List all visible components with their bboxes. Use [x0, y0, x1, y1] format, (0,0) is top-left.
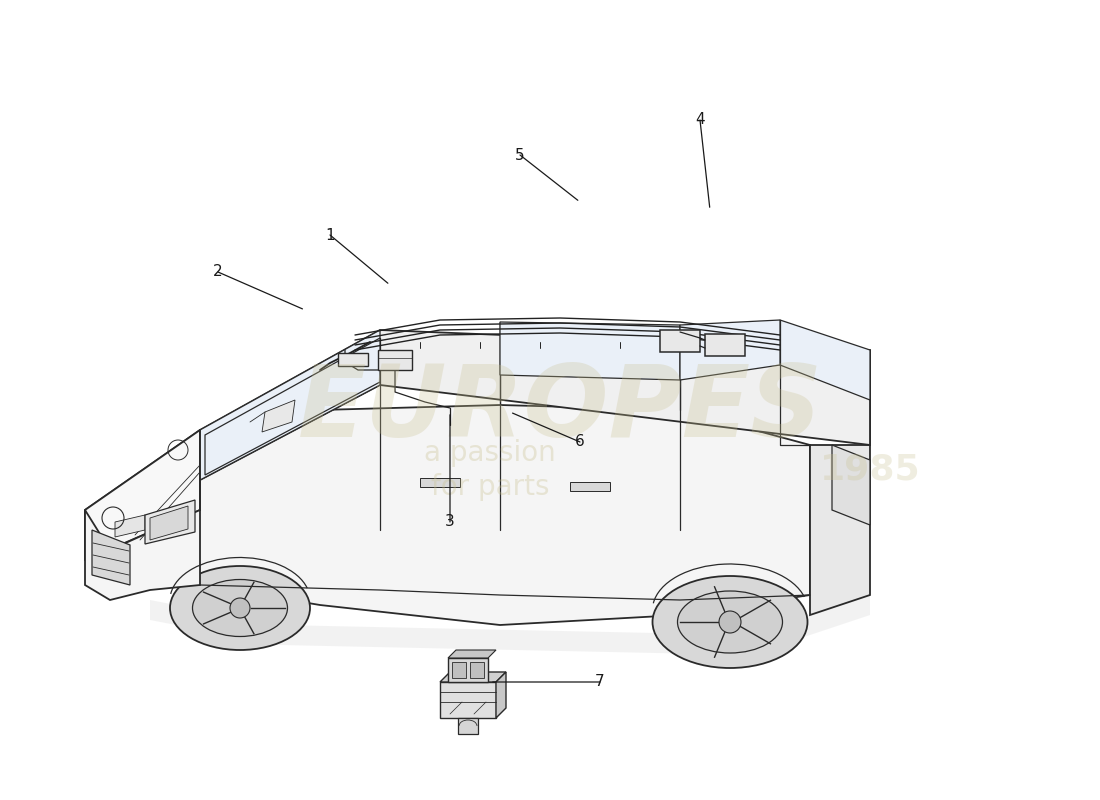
- Polygon shape: [680, 320, 780, 380]
- Text: 2: 2: [213, 265, 223, 279]
- Polygon shape: [200, 330, 380, 480]
- Polygon shape: [200, 330, 870, 480]
- Text: 1985: 1985: [820, 453, 921, 487]
- Polygon shape: [452, 662, 466, 678]
- Polygon shape: [338, 353, 368, 366]
- Polygon shape: [470, 662, 484, 678]
- Polygon shape: [780, 320, 870, 400]
- Polygon shape: [92, 530, 130, 585]
- Polygon shape: [150, 595, 870, 655]
- Polygon shape: [420, 478, 460, 487]
- Polygon shape: [116, 515, 145, 537]
- Polygon shape: [145, 500, 195, 544]
- Polygon shape: [262, 400, 295, 432]
- Text: 5: 5: [515, 147, 525, 162]
- Polygon shape: [150, 506, 188, 540]
- Polygon shape: [85, 405, 810, 625]
- Text: 1: 1: [326, 227, 334, 242]
- Ellipse shape: [192, 579, 287, 637]
- Polygon shape: [448, 658, 488, 682]
- Text: a passion
for parts: a passion for parts: [425, 438, 556, 502]
- Polygon shape: [458, 718, 478, 734]
- Text: 3: 3: [446, 514, 455, 530]
- Polygon shape: [832, 445, 870, 525]
- Polygon shape: [660, 330, 700, 352]
- Text: 7: 7: [595, 674, 605, 690]
- Text: 6: 6: [575, 434, 585, 450]
- Polygon shape: [205, 338, 380, 475]
- Polygon shape: [448, 650, 496, 658]
- Polygon shape: [378, 350, 412, 370]
- Ellipse shape: [652, 576, 807, 668]
- Circle shape: [719, 611, 741, 633]
- Text: EUROPES: EUROPES: [297, 362, 823, 458]
- Polygon shape: [85, 430, 200, 560]
- Polygon shape: [810, 350, 870, 615]
- Polygon shape: [570, 482, 611, 491]
- Circle shape: [230, 598, 250, 618]
- Ellipse shape: [170, 566, 310, 650]
- Polygon shape: [85, 510, 200, 600]
- Text: 4: 4: [695, 113, 705, 127]
- Polygon shape: [440, 672, 506, 682]
- Polygon shape: [496, 672, 506, 718]
- Ellipse shape: [678, 591, 782, 653]
- Polygon shape: [705, 334, 745, 356]
- Polygon shape: [500, 322, 680, 380]
- Polygon shape: [440, 682, 496, 718]
